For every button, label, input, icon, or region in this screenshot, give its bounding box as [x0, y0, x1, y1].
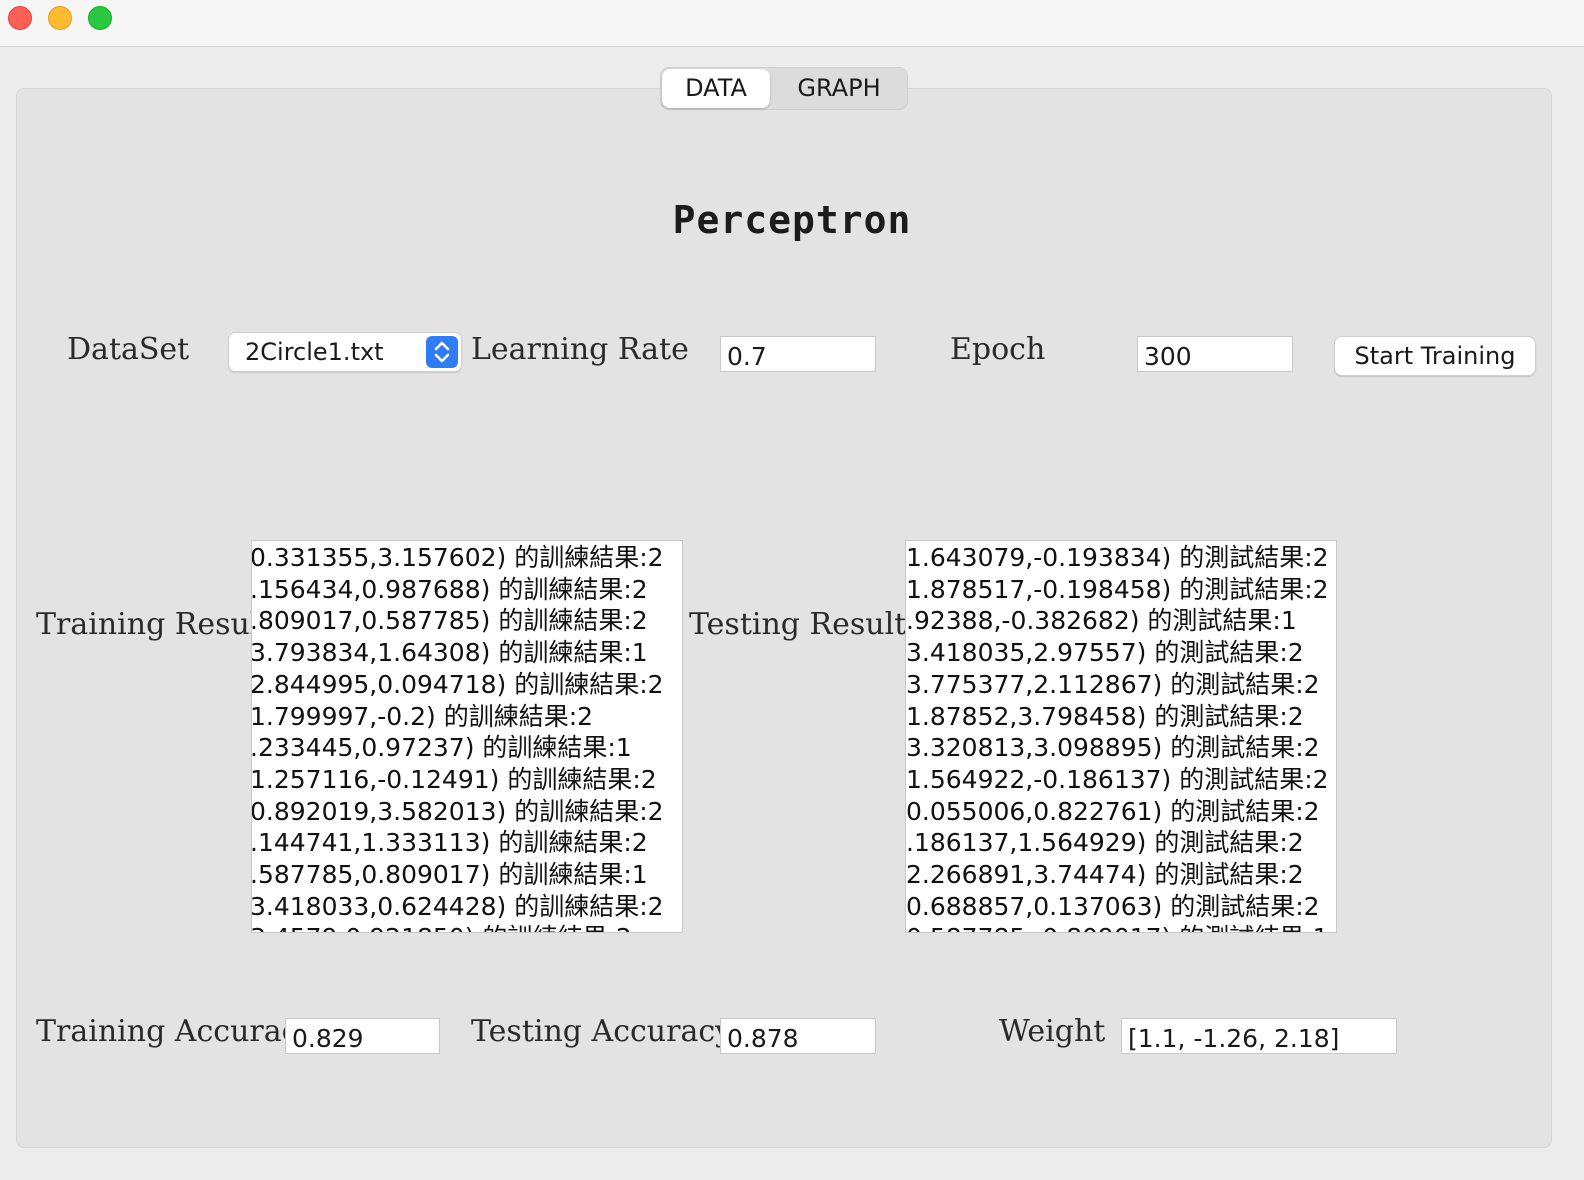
result-line: 3.775377,2.112867) 的測試結果:2	[906, 669, 1320, 699]
dataset-select-value: 2Circle1.txt	[245, 338, 384, 366]
result-line: 3.4579,0.921850) 的訓練結果:2	[252, 922, 664, 932]
dataset-label: DataSet	[67, 332, 190, 367]
result-line: 0.331355,3.157602) 的訓練結果:2	[251, 543, 664, 572]
training-result-label: Training Result	[36, 607, 272, 642]
result-line: 1.257116,-0.12491) 的訓練結果:2	[251, 764, 657, 794]
epoch-label: Epoch	[950, 332, 1046, 367]
result-line: .156434,0.987688) 的訓練結果:2	[251, 574, 648, 604]
minimize-window-button[interactable]	[48, 6, 72, 30]
result-line: 1.878517,-0.198458) 的測試結果:2	[906, 574, 1329, 604]
result-line: .587785,0.809017) 的訓練結果:1	[251, 860, 648, 890]
training-accuracy-label: Training Accuracy	[36, 1014, 316, 1049]
result-line: .144741,1.333113) 的訓練結果:2	[251, 828, 648, 858]
result-line: .233445,0.97237) 的訓練結果:1	[251, 733, 632, 763]
testing-result-label: Testing Result	[689, 607, 907, 642]
result-line: 0.055006,0.822761) 的測試結果:2	[906, 796, 1320, 826]
chevron-up-down-icon	[426, 336, 458, 368]
title-bar	[0, 0, 1584, 47]
dataset-select[interactable]: 2Circle1.txt	[228, 332, 462, 372]
training-accuracy-field[interactable]: 0.829	[285, 1018, 440, 1054]
testing-result-lines: 1.643079,-0.193834) 的測試結果:2 1.878517,-0.1…	[906, 542, 1329, 932]
result-line: 3.793834,1.64308) 的訓練結果:1	[251, 638, 648, 668]
weight-field[interactable]: [1.1, -1.26, 2.18]	[1121, 1018, 1397, 1054]
result-line: 1.564922,-0.186137) 的測試結果:2	[906, 764, 1329, 794]
testing-result-textarea[interactable]: 1.643079,-0.193834) 的測試結果:2 1.878517,-0.1…	[905, 540, 1337, 933]
start-training-button[interactable]: Start Training	[1334, 336, 1536, 376]
learning-rate-label: Learning Rate	[471, 332, 689, 367]
result-line: .92388,-0.382682) 的測試結果:1	[906, 606, 1297, 636]
result-line: .809017,0.587785) 的訓練結果:2	[251, 606, 648, 636]
training-result-textarea[interactable]: 0.331355,3.157602) 的訓練結果:2.156434,0.9876…	[251, 540, 683, 933]
testing-accuracy-field[interactable]: 0.878	[720, 1018, 876, 1054]
page-title: Perceptron	[672, 198, 912, 242]
result-line: 3.418033,0.624428) 的訓練結果:2	[251, 891, 664, 921]
result-line: 2.844995,0.094718) 的訓練結果:2	[251, 669, 664, 699]
learning-rate-input[interactable]: 0.7	[720, 336, 876, 372]
result-line: 1.87852,3.798458) 的測試結果:2	[906, 701, 1304, 731]
result-line: 0.587785,-0.809017) 的測試結果:1	[906, 922, 1329, 932]
result-line: 1.799997,-0.2) 的訓練結果:2	[251, 701, 594, 731]
testing-accuracy-label: Testing Accuracy	[471, 1014, 733, 1049]
result-line: 2.266891,3.74474) 的測試結果:2	[906, 860, 1304, 890]
result-line: 1.643079,-0.193834) 的測試結果:2	[906, 543, 1329, 572]
maximize-window-button[interactable]	[88, 6, 112, 30]
result-line: 0.892019,3.582013) 的訓練結果:2	[251, 796, 664, 826]
tab-graph[interactable]: GRAPH	[797, 74, 881, 102]
epoch-input[interactable]: 300	[1137, 336, 1293, 372]
result-line: 3.418035,2.97557) 的測試結果:2	[906, 638, 1304, 668]
tab-bar: DATA GRAPH	[660, 67, 908, 110]
weight-label: Weight	[999, 1014, 1106, 1049]
training-result-lines: 0.331355,3.157602) 的訓練結果:2.156434,0.9876…	[251, 542, 664, 932]
close-window-button[interactable]	[8, 6, 32, 30]
result-line: 3.320813,3.098895) 的測試結果:2	[906, 733, 1320, 763]
result-line: .186137,1.564929) 的測試結果:2	[906, 828, 1304, 858]
tab-data[interactable]: DATA	[662, 69, 770, 108]
result-line: 0.688857,0.137063) 的測試結果:2	[906, 891, 1320, 921]
